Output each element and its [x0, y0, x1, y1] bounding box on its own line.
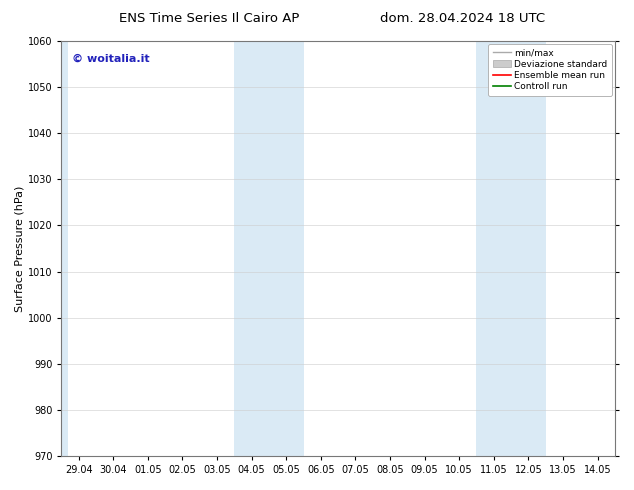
Legend: min/max, Deviazione standard, Ensemble mean run, Controll run: min/max, Deviazione standard, Ensemble m…: [488, 44, 612, 96]
Bar: [477, 41, 546, 456]
Y-axis label: Surface Pressure (hPa): Surface Pressure (hPa): [15, 185, 25, 312]
Bar: [61, 41, 68, 456]
Text: © woitalia.it: © woitalia.it: [72, 53, 150, 64]
Bar: [235, 41, 304, 456]
Text: dom. 28.04.2024 18 UTC: dom. 28.04.2024 18 UTC: [380, 12, 545, 25]
Text: ENS Time Series Il Cairo AP: ENS Time Series Il Cairo AP: [119, 12, 299, 25]
